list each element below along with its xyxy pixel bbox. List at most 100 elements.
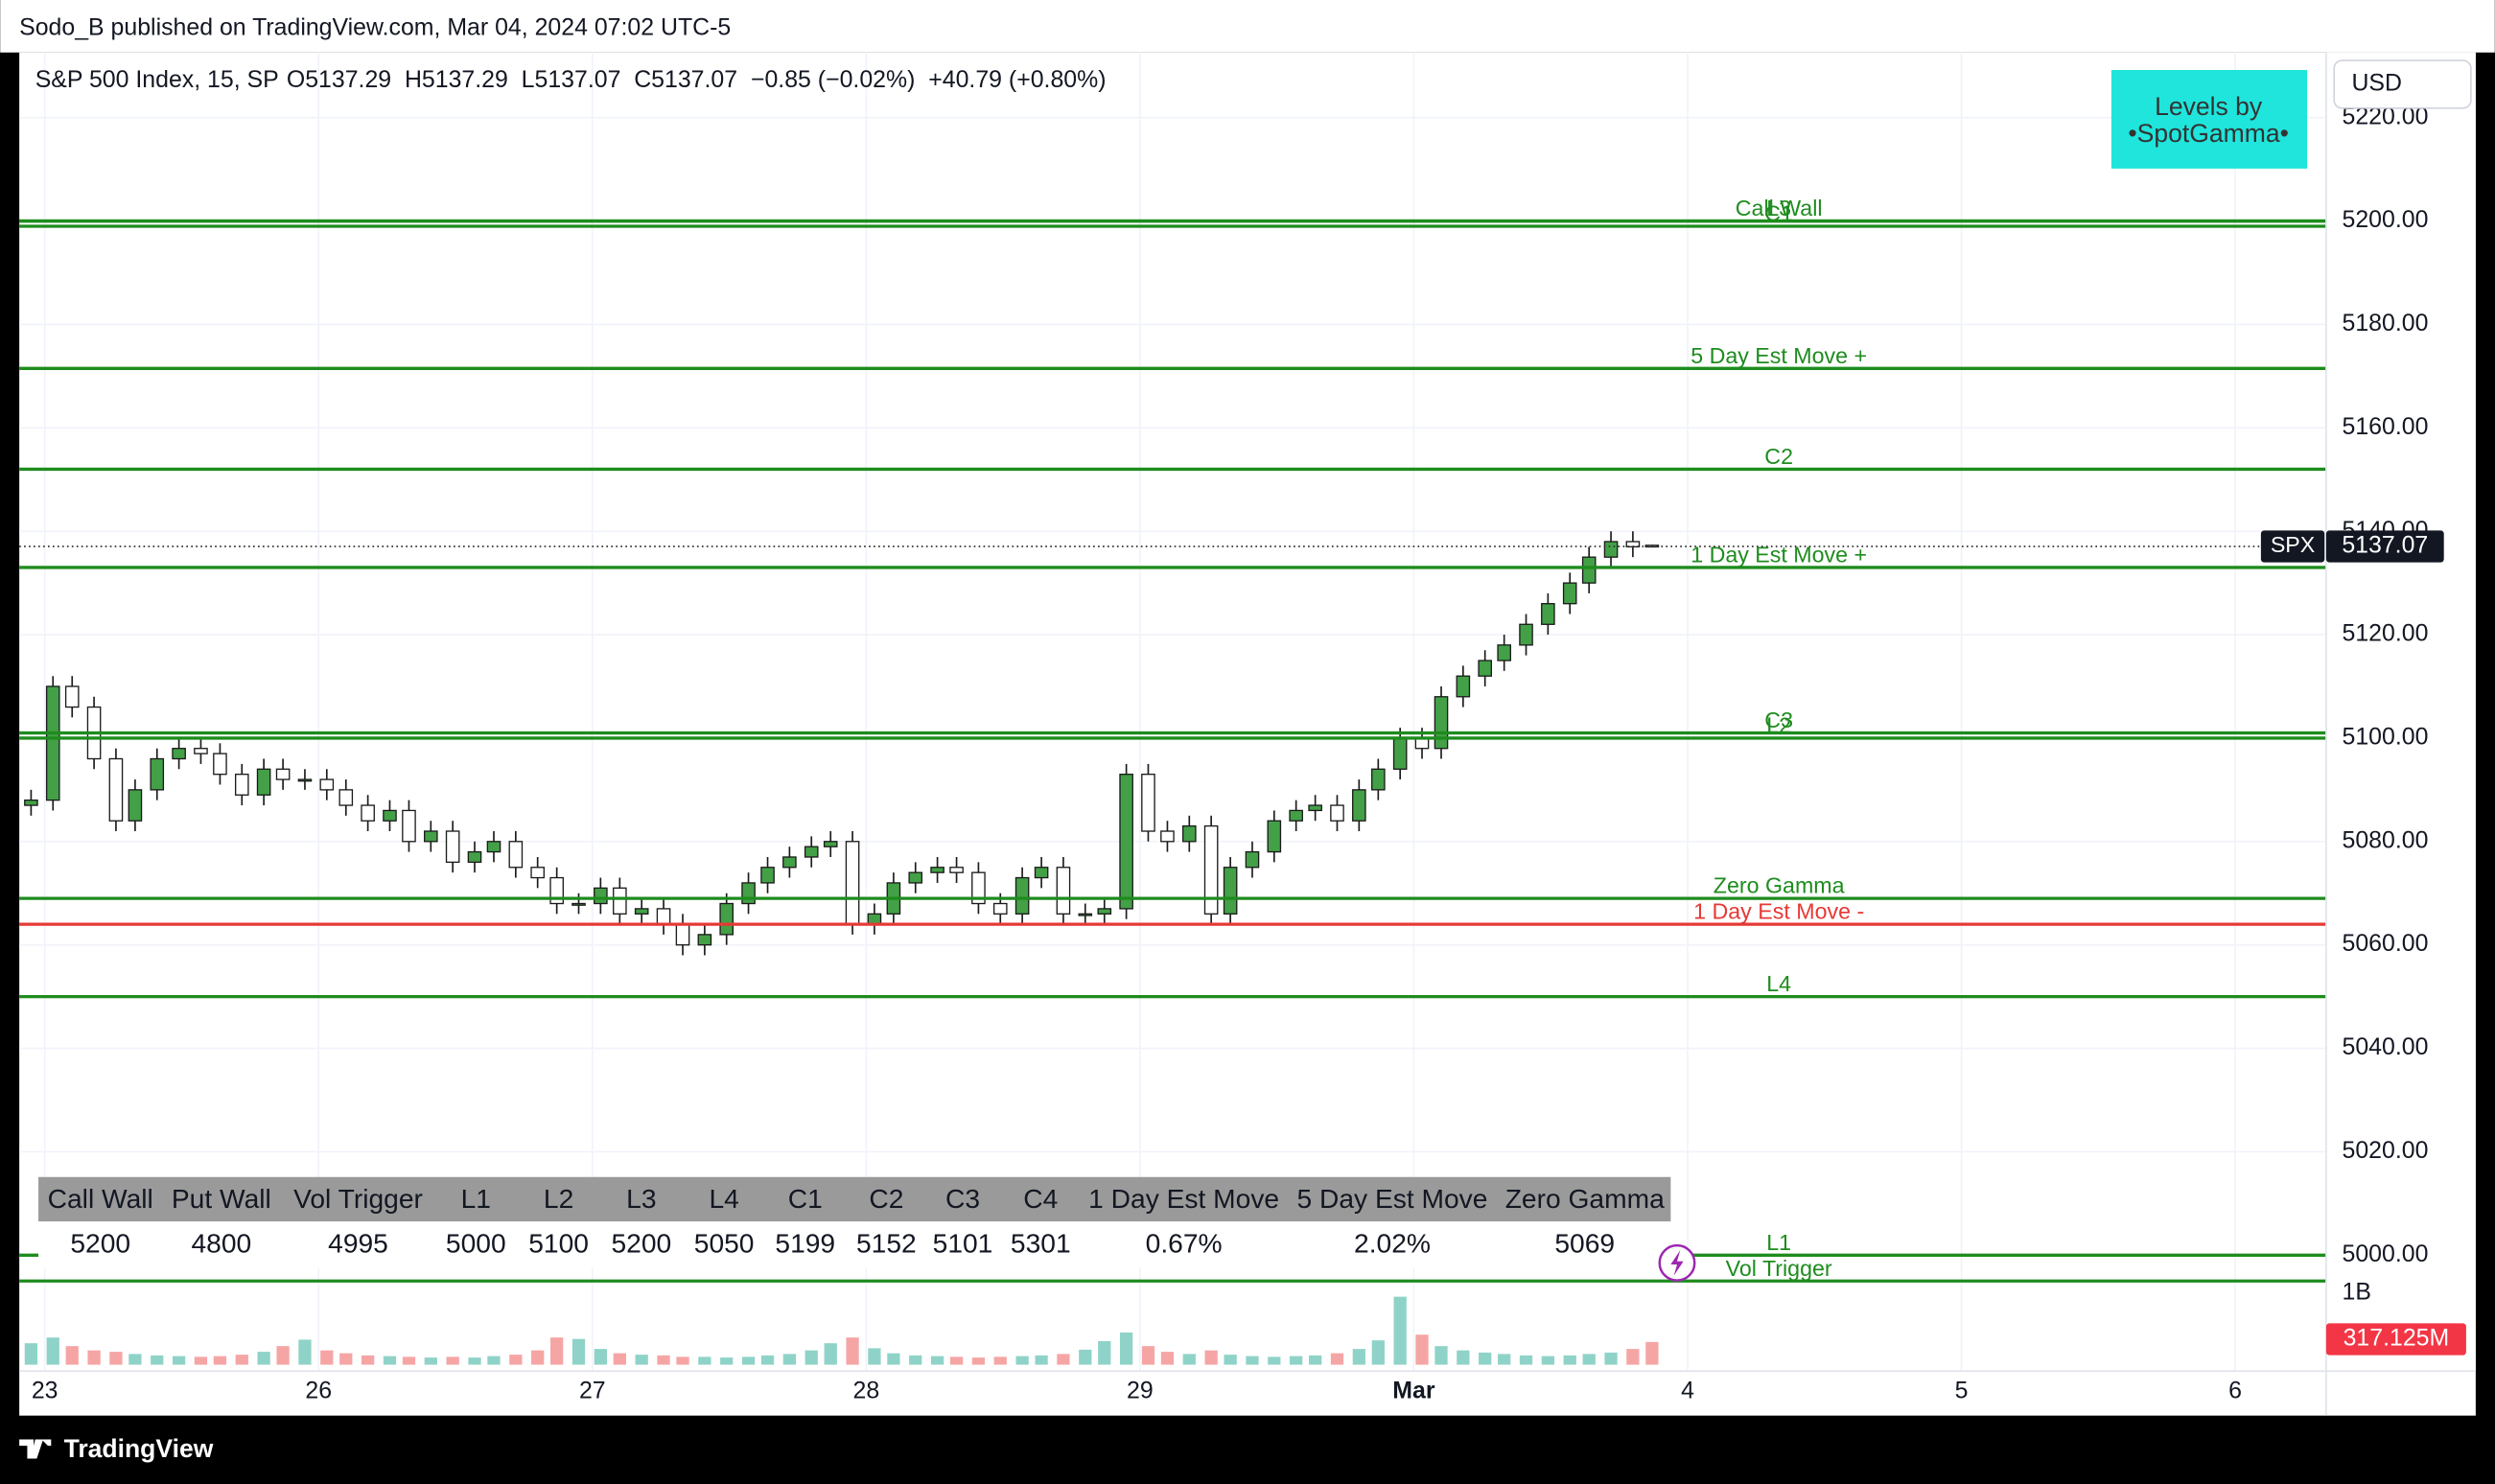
- candle-body: [1203, 824, 1219, 915]
- y2-tick-label: 1B: [2343, 1278, 2371, 1305]
- candle-body: [804, 846, 819, 858]
- candle-body: [1519, 623, 1533, 646]
- table-cell: 4800: [191, 1228, 251, 1259]
- table-cell: 5069: [1554, 1228, 1615, 1259]
- candle-body: [675, 923, 690, 946]
- volume-bar: [1309, 1355, 1322, 1365]
- volume-bar: [46, 1337, 59, 1365]
- candle-body: [992, 902, 1008, 915]
- candle-body: [467, 850, 482, 864]
- footer-logo: TradingView: [19, 1434, 214, 1463]
- volume-bar: [887, 1353, 900, 1365]
- candle-body: [319, 778, 335, 791]
- volume-bar: [846, 1337, 859, 1365]
- level-label: 5 Day Est Move +: [1691, 343, 1867, 368]
- candle-body: [128, 789, 143, 822]
- candle-body: [64, 685, 80, 708]
- logo-mark: [19, 1439, 52, 1459]
- candle-body: [1289, 809, 1303, 822]
- volume-bar: [698, 1356, 711, 1365]
- candle-body: [1078, 913, 1093, 916]
- table-cell: 4995: [328, 1228, 388, 1259]
- candle-body: [1562, 582, 1577, 605]
- level-label: L1: [1766, 1230, 1791, 1255]
- level-label: L2: [1766, 712, 1791, 737]
- volume-bar: [1160, 1352, 1175, 1365]
- volume-bar: [194, 1356, 208, 1365]
- candle-body: [213, 753, 227, 776]
- y-tick-label: 5180.00: [2343, 310, 2429, 336]
- footer-brand: TradingView: [64, 1434, 214, 1463]
- volume-bar: [172, 1356, 186, 1365]
- volume-bar: [298, 1339, 312, 1365]
- volume-bar: [1015, 1356, 1029, 1365]
- table-header: L3: [626, 1183, 656, 1214]
- y-tick-label: 5040.00: [2343, 1033, 2429, 1060]
- volume-bar: [1541, 1356, 1555, 1365]
- volume-bar: [1498, 1354, 1511, 1365]
- level-label: C2: [1764, 444, 1793, 469]
- candle-body: [256, 768, 271, 796]
- candle-body: [234, 774, 249, 796]
- table-cell: 5200: [611, 1228, 671, 1259]
- volume-bar: [24, 1343, 38, 1365]
- table-header: 5 Day Est Move: [1297, 1183, 1488, 1214]
- alert-bolt: [1670, 1250, 1684, 1276]
- volume-bar: [1479, 1352, 1492, 1365]
- candle-body: [508, 841, 524, 869]
- volume-bar: [257, 1352, 270, 1365]
- volume-bar: [487, 1356, 501, 1365]
- x-tick-label: 28: [853, 1377, 880, 1403]
- volume-bar: [1415, 1334, 1429, 1365]
- candle-body: [108, 757, 124, 822]
- volume-bar: [1119, 1332, 1133, 1365]
- legend-ohlc: O5137.29 H5137.29 L5137.07 C5137.07 −0.8…: [287, 66, 1107, 93]
- volume-badge-text: 317.125M: [2343, 1325, 2450, 1352]
- candle-body: [1478, 660, 1492, 677]
- candle-body: [1371, 768, 1386, 791]
- candle-body: [424, 830, 438, 843]
- candle-body: [930, 867, 944, 873]
- x-tick-label: 5: [1955, 1377, 1969, 1403]
- volume-bar: [1352, 1349, 1365, 1365]
- candle-body: [486, 841, 501, 853]
- currency-box[interactable]: [2333, 59, 2472, 109]
- candle-body: [1267, 820, 1282, 853]
- table-cell: 5199: [775, 1228, 835, 1259]
- volume-bar: [657, 1355, 670, 1365]
- table-cell: 2.02%: [1354, 1228, 1431, 1259]
- y-tick-label: 5080.00: [2343, 826, 2429, 853]
- table-header-bg: [38, 1176, 1671, 1222]
- table-cell: 5301: [1011, 1228, 1071, 1259]
- volume-bar: [1330, 1353, 1344, 1365]
- volume-bar: [1393, 1296, 1407, 1365]
- table-cell: 5101: [933, 1228, 993, 1259]
- spotgamma-line1: Levels by: [2155, 92, 2263, 121]
- table-cell: 5100: [528, 1228, 589, 1259]
- volume-bar: [550, 1337, 564, 1365]
- volume-bar: [571, 1338, 586, 1365]
- candle-body: [1581, 556, 1597, 584]
- level-label: Call Wall: [1736, 196, 1823, 220]
- price-badge: [2325, 530, 2444, 563]
- volume-bar: [930, 1356, 944, 1365]
- volume-bar: [1582, 1354, 1596, 1365]
- level-label: 1 Day Est Move -: [1693, 899, 1864, 924]
- y-tick-label: 5200.00: [2343, 206, 2429, 233]
- candle-body: [1352, 789, 1366, 822]
- table-header: C3: [945, 1183, 980, 1214]
- candle-body: [971, 871, 986, 905]
- table-header: Call Wall: [48, 1183, 153, 1214]
- volume-bar: [1079, 1349, 1092, 1365]
- table-header: Put Wall: [172, 1183, 271, 1214]
- table-cell: 5200: [70, 1228, 130, 1259]
- level-label: C3: [1764, 707, 1793, 732]
- volume-bar: [1434, 1346, 1448, 1365]
- volume-bar: [868, 1348, 881, 1365]
- x-tick-label: 6: [2228, 1377, 2242, 1403]
- candle-body: [823, 841, 838, 847]
- volume-bar: [824, 1343, 837, 1365]
- volume-bar: [1563, 1355, 1576, 1365]
